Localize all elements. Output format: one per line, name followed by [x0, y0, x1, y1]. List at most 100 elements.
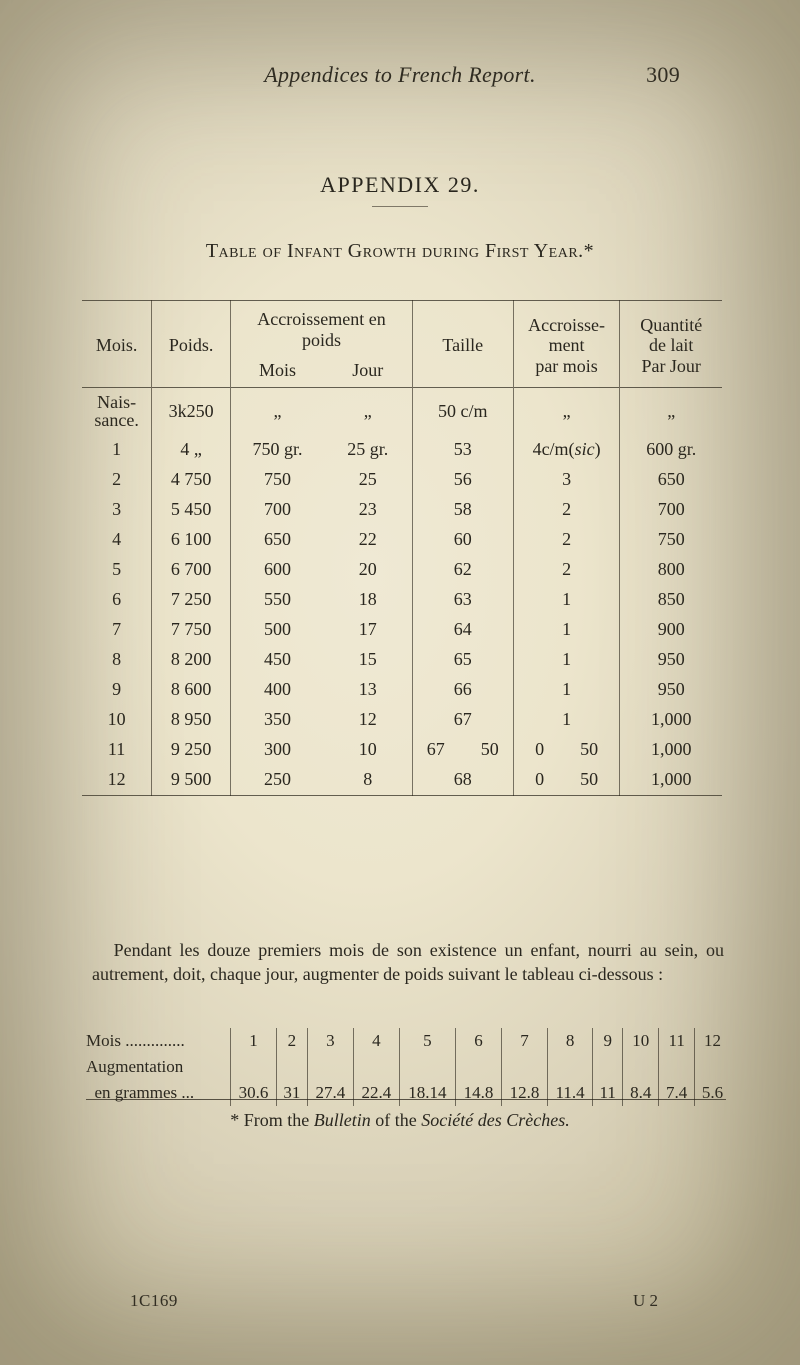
cell: 6 700: [152, 555, 231, 585]
cell: 12: [324, 705, 413, 735]
cell: 64: [412, 615, 513, 645]
cell: 6 100: [152, 525, 231, 555]
cell: 22.4: [353, 1080, 399, 1106]
cell: 4 750: [152, 465, 231, 495]
cell: 8 950: [152, 705, 231, 735]
cell: 600 gr.: [620, 435, 722, 465]
cell: 3: [513, 465, 620, 495]
cell: 50 c/m: [412, 388, 513, 435]
page: Appendices to French Report. 309 APPENDI…: [0, 0, 800, 1365]
cell: 14.8: [455, 1080, 501, 1106]
cell: „: [231, 388, 324, 435]
cell: 4 „: [152, 435, 231, 465]
col-poids-header: Poids.: [152, 301, 231, 388]
cell: 4: [82, 525, 152, 555]
running-head: Appendices to French Report. 309: [0, 62, 800, 88]
cell: 0 50: [513, 765, 620, 796]
cell: 8: [82, 645, 152, 675]
footnote: * From the Bulletin of the Société des C…: [0, 1110, 800, 1131]
cell: 31: [277, 1080, 308, 1106]
table-caption: Table of Infant Growth during First Year…: [0, 240, 800, 263]
cell: 0 50: [513, 735, 620, 765]
cell: 58: [412, 495, 513, 525]
aug-mois-label: Mois ..............: [82, 1028, 231, 1054]
cell: 23: [324, 495, 413, 525]
cell: 500: [231, 615, 324, 645]
augmentation-table: Mois .............. 1 2 3 4 5 6 7 8 9 10…: [82, 1028, 730, 1106]
cell: 56: [412, 465, 513, 495]
cell: 2: [277, 1028, 308, 1054]
cell: 17: [324, 615, 413, 645]
cell: 8 600: [152, 675, 231, 705]
cell: 1: [513, 645, 620, 675]
cell: 1: [82, 435, 152, 465]
cell: 11: [593, 1080, 623, 1106]
page-number: 309: [646, 62, 680, 88]
cell: 1: [513, 675, 620, 705]
cell: 2: [82, 465, 152, 495]
cell: 700: [231, 495, 324, 525]
cell: 750: [620, 525, 722, 555]
signature-left: 1C169: [130, 1291, 178, 1311]
cell: 1: [513, 705, 620, 735]
paragraph: Pendant les douze premiers mois de son e…: [92, 938, 724, 987]
footnote-lead: From the: [239, 1110, 314, 1130]
cell: 8 200: [152, 645, 231, 675]
cell: 5: [399, 1028, 455, 1054]
cell: 11.4: [547, 1080, 592, 1106]
col-quantite-header: Quantitéde laitPar Jour: [620, 301, 722, 388]
cell: 600: [231, 555, 324, 585]
cell: 11: [82, 735, 152, 765]
cell: 4: [353, 1028, 399, 1054]
cell: 450: [231, 645, 324, 675]
cell: 2: [513, 555, 620, 585]
cell: 11: [659, 1028, 695, 1054]
col-accr-jour-header: Jour: [324, 356, 413, 388]
cell: 750: [231, 465, 324, 495]
running-title: Appendices to French Report.: [264, 62, 536, 88]
cell: 10: [623, 1028, 659, 1054]
cell: 1,000: [620, 705, 722, 735]
appendix-title: APPENDIX 29.: [0, 172, 800, 198]
cell: 8: [547, 1028, 592, 1054]
cell: 950: [620, 645, 722, 675]
accroissement-label: Accroissement en poids: [257, 309, 385, 350]
col-mois-header: Mois.: [82, 301, 152, 388]
cell: 8.4: [623, 1080, 659, 1106]
cell: 25: [324, 465, 413, 495]
cell: 20: [324, 555, 413, 585]
cell: 650: [620, 465, 722, 495]
cell: 8: [324, 765, 413, 796]
cell: 18.14: [399, 1080, 455, 1106]
cell: 7: [82, 615, 152, 645]
footnote-star: *: [230, 1110, 239, 1130]
cell: 3: [307, 1028, 353, 1054]
cell: 1: [513, 615, 620, 645]
cell: 10: [324, 735, 413, 765]
cell: „: [513, 388, 620, 435]
cell: 12: [82, 765, 152, 796]
cell: 1: [231, 1028, 277, 1054]
cell: 60: [412, 525, 513, 555]
col-taille-header: Taille: [412, 301, 513, 388]
cell: 27.4: [307, 1080, 353, 1106]
footnote-it2: Société des Crèches.: [421, 1110, 569, 1130]
cell: 7.4: [659, 1080, 695, 1106]
cell: 3: [82, 495, 152, 525]
cell: 800: [620, 555, 722, 585]
cell: 53: [412, 435, 513, 465]
cell: 68: [412, 765, 513, 796]
cell: 12: [695, 1028, 730, 1054]
cell: 300: [231, 735, 324, 765]
cell: 2: [513, 495, 620, 525]
cell: 9 500: [152, 765, 231, 796]
cell: 6: [455, 1028, 501, 1054]
title-rule: [372, 206, 428, 207]
cell: 4c/m(sic): [513, 435, 620, 465]
aug-gram-label: en grammes ...: [82, 1080, 231, 1106]
footnote-mid: of the: [371, 1110, 421, 1130]
cell: „: [324, 388, 413, 435]
cell: 25 gr.: [324, 435, 413, 465]
cell: 13: [324, 675, 413, 705]
cell: 67 50: [412, 735, 513, 765]
